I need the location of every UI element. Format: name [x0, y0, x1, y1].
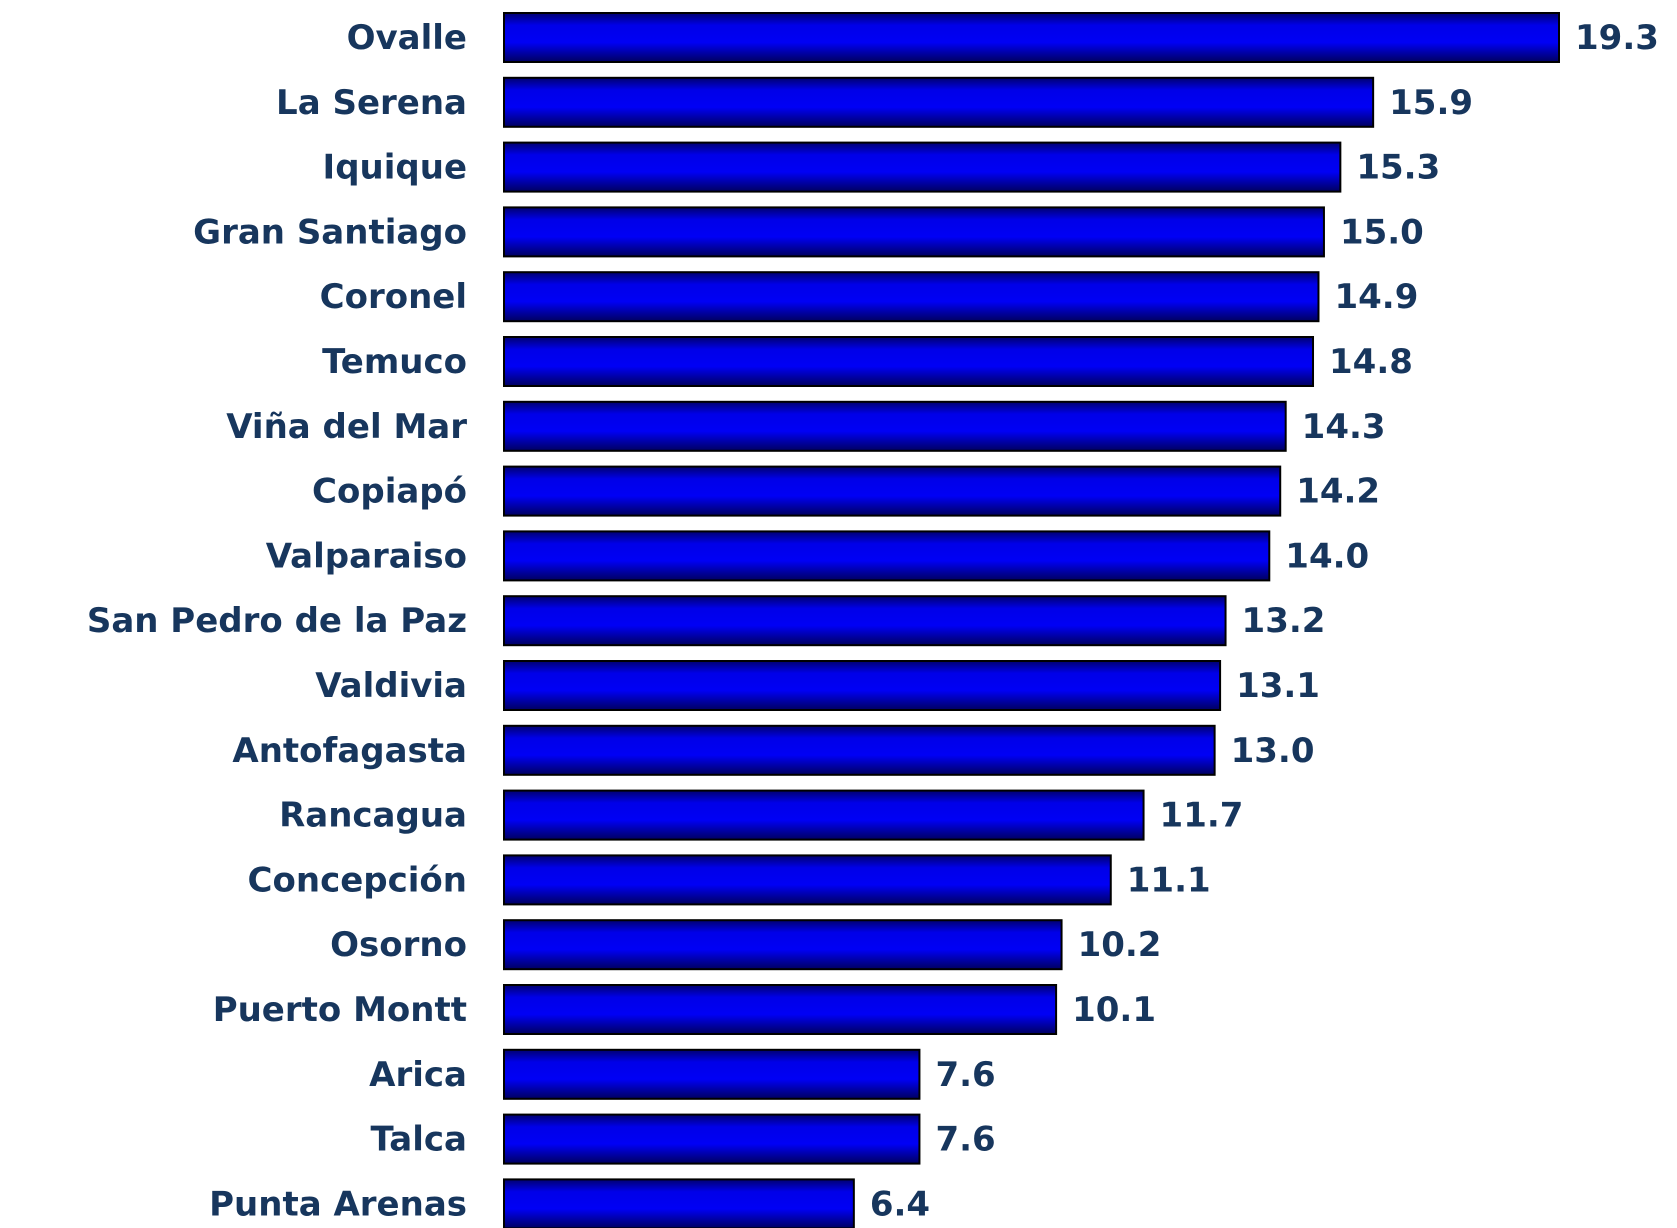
data-label: 19.3	[1575, 18, 1659, 58]
data-label: 13.1	[1236, 666, 1320, 706]
data-label: 10.2	[1078, 925, 1162, 965]
y-tick-label: Ovalle	[347, 18, 467, 58]
y-tick-label: Coronel	[320, 277, 467, 317]
bar	[503, 465, 1282, 517]
bar	[503, 595, 1227, 647]
data-label: 14.8	[1329, 342, 1413, 382]
bar	[503, 1113, 921, 1165]
y-tick-label: Viña del Mar	[226, 407, 467, 447]
y-tick-label: Punta Arenas	[209, 1184, 467, 1224]
y-tick-label: San Pedro de la Paz	[87, 601, 467, 641]
y-tick-label: Antofagasta	[232, 731, 467, 771]
bar	[503, 76, 1375, 128]
data-label: 7.6	[935, 1055, 995, 1095]
bar	[503, 789, 1145, 841]
bar	[503, 660, 1222, 711]
data-label: 13.2	[1242, 601, 1326, 641]
bar	[503, 1048, 921, 1100]
bar	[503, 141, 1342, 193]
bar	[503, 400, 1287, 452]
bar	[503, 206, 1325, 258]
data-label: 6.4	[870, 1184, 930, 1224]
data-label: 10.1	[1072, 990, 1156, 1030]
data-label: 14.9	[1334, 277, 1418, 317]
y-tick-label: Osorno	[330, 925, 467, 965]
bar	[503, 984, 1058, 1035]
data-label: 14.0	[1285, 536, 1369, 576]
data-label: 15.0	[1340, 212, 1424, 252]
bar	[503, 724, 1216, 776]
bar	[503, 271, 1320, 323]
data-label: 11.7	[1160, 796, 1244, 836]
y-tick-label: La Serena	[276, 83, 467, 123]
bar	[503, 12, 1560, 63]
y-tick-label: Iquique	[323, 148, 467, 188]
y-tick-label: Rancagua	[279, 796, 467, 836]
y-tick-label: Valparaiso	[266, 536, 467, 576]
y-tick-label: Talca	[370, 1120, 467, 1160]
data-label: 14.2	[1296, 472, 1380, 512]
data-label: 11.1	[1127, 860, 1211, 900]
y-tick-label: Concepción	[248, 860, 467, 900]
data-label: 14.3	[1302, 407, 1386, 447]
y-tick-label: Gran Santiago	[193, 212, 467, 252]
bar	[503, 336, 1315, 387]
y-tick-label: Puerto Montt	[213, 990, 467, 1030]
y-tick-label: Valdivia	[315, 666, 467, 706]
bar	[503, 1178, 855, 1228]
data-label: 15.3	[1356, 148, 1440, 188]
bar	[503, 530, 1271, 582]
bar	[503, 919, 1063, 971]
y-tick-label: Temuco	[322, 342, 467, 382]
data-label: 13.0	[1231, 731, 1315, 771]
data-label: 7.6	[935, 1120, 995, 1160]
y-tick-label: Arica	[369, 1055, 467, 1095]
y-tick-label: Copiapó	[312, 472, 467, 512]
data-label: 15.9	[1389, 83, 1473, 123]
bar	[503, 854, 1112, 906]
